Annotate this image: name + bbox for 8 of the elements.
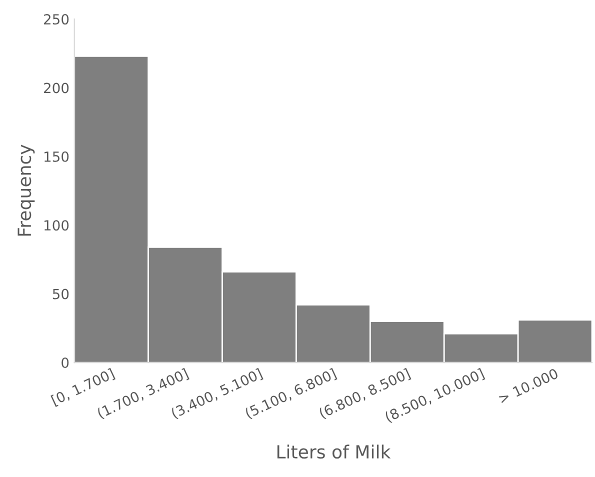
y-tick-label: 250 — [44, 14, 69, 25]
x-axis-title: Liters of Milk — [277, 444, 391, 459]
y-tick-label: 200 — [44, 82, 69, 94]
y-tick-label: 0 — [62, 357, 69, 368]
y-tick-label: 150 — [44, 151, 69, 162]
y-tick-label: 100 — [44, 220, 69, 231]
y-axis-title: Frequency — [18, 144, 35, 236]
y-tick-label: 50 — [52, 288, 69, 300]
